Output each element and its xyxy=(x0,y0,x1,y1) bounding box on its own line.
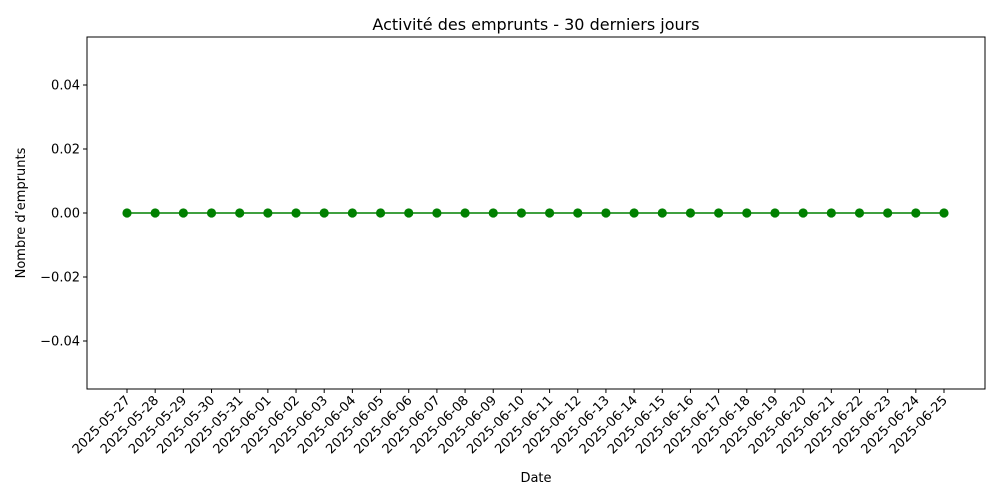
y-tick-label: −0.04 xyxy=(40,335,80,350)
data-point xyxy=(206,208,217,218)
y-axis-label: Nombre d’emprunts xyxy=(14,147,29,278)
data-point xyxy=(178,208,188,218)
data-point xyxy=(122,208,132,218)
data-point xyxy=(826,208,836,218)
data-point xyxy=(291,208,301,218)
data-point xyxy=(347,208,357,218)
data-point xyxy=(742,208,752,218)
data-point xyxy=(150,208,160,218)
data-point xyxy=(516,208,527,218)
data-point xyxy=(629,208,639,218)
data-point xyxy=(714,208,724,218)
data-point xyxy=(235,208,245,218)
data-point xyxy=(657,208,667,218)
y-tick-label: 0.04 xyxy=(51,79,80,94)
data-point xyxy=(319,208,329,218)
data-point xyxy=(263,208,273,218)
y-tick-label: 0.02 xyxy=(51,143,80,158)
data-point xyxy=(404,208,414,218)
chart-title: Activité des emprunts - 30 derniers jour… xyxy=(372,15,699,34)
data-point xyxy=(601,208,611,218)
y-tick-label: 0.00 xyxy=(51,207,80,222)
plot-area: 0.040.020.00−0.02−0.042025-05-272025-05-… xyxy=(40,36,986,457)
data-point xyxy=(939,208,949,218)
data-point xyxy=(488,208,498,218)
data-point xyxy=(460,208,470,218)
data-point xyxy=(432,208,442,218)
data-point xyxy=(854,208,865,218)
data-point xyxy=(911,208,921,218)
y-tick-label: −0.02 xyxy=(40,271,80,286)
axes-frame xyxy=(86,36,986,390)
data-point xyxy=(685,208,696,218)
data-point xyxy=(375,208,386,218)
data-point xyxy=(883,208,893,218)
data-point xyxy=(544,208,555,218)
data-point xyxy=(573,208,583,218)
data-point xyxy=(798,208,808,218)
x-axis-label: Date xyxy=(520,471,551,486)
data-point xyxy=(770,208,780,218)
